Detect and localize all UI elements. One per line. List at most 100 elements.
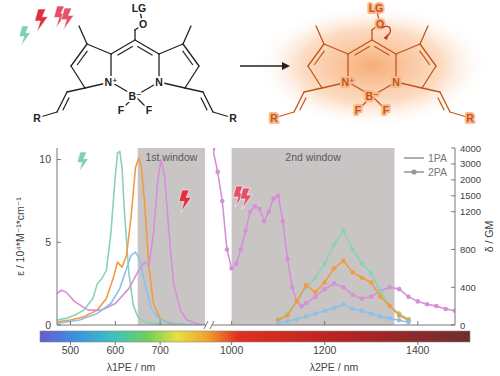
double-bond [314, 51, 324, 65]
bond [440, 92, 450, 112]
data-point [299, 304, 304, 309]
y2-tick-label: 400 [460, 282, 476, 293]
data-point [322, 280, 327, 285]
double-bond [77, 51, 87, 65]
series-line [278, 231, 408, 320]
bond [203, 92, 213, 112]
bond [134, 30, 135, 40]
double-bond [355, 46, 370, 55]
lightning-icon [61, 8, 74, 30]
series-line [57, 158, 205, 325]
data-point [350, 270, 355, 275]
data-point [360, 309, 365, 314]
x-tick [324, 321, 325, 325]
data-point [290, 285, 295, 290]
data-point [215, 170, 220, 175]
atom-label: B⁻ [365, 90, 378, 102]
bond [324, 44, 348, 54]
data-point [322, 261, 327, 266]
bond [183, 26, 191, 44]
double-bond [201, 97, 207, 110]
legend-marker [411, 169, 416, 174]
window-label: 1st window [145, 151, 197, 163]
data-point [304, 283, 309, 288]
data-point [285, 313, 290, 318]
data-point [332, 266, 337, 271]
series-line [57, 160, 205, 325]
data-point [225, 247, 230, 252]
bond [396, 44, 420, 54]
data-point [369, 280, 374, 285]
double-bond [118, 46, 133, 55]
data-point [341, 302, 346, 307]
y-axis-title: ε / 10⁴*M⁻¹*cm⁻¹ [14, 197, 26, 276]
x-axis [212, 325, 455, 326]
data-point [406, 294, 411, 299]
data-point [332, 281, 337, 286]
x-tick-label: 1200 [313, 344, 337, 356]
data-point [248, 209, 253, 214]
data-point [443, 307, 448, 312]
bond [422, 88, 440, 92]
x-axis-title: λ2PE / nm [310, 361, 359, 373]
y-tick-label: 5 [45, 236, 51, 248]
atom-label: F [118, 104, 125, 116]
data-point [313, 311, 318, 316]
data-point [271, 196, 276, 201]
x-tick [231, 321, 232, 325]
atom-label: LG [369, 2, 384, 14]
double-bond [420, 51, 430, 65]
data-point [332, 242, 337, 247]
cleavage-arrow [381, 26, 390, 38]
data-point [369, 294, 374, 299]
y-tick [57, 159, 61, 160]
series-line [278, 304, 408, 323]
atom-label: B⁻ [128, 90, 141, 102]
data-point [397, 318, 402, 323]
lightning-icon [35, 9, 48, 32]
colorbar [40, 331, 470, 342]
data-point [415, 299, 420, 304]
y-tick-label: 0 [45, 319, 51, 331]
data-point [322, 309, 327, 314]
y2-tick [451, 211, 455, 212]
double-bond [300, 97, 306, 110]
axis-break [204, 321, 208, 329]
data-point [350, 292, 355, 297]
data-point [388, 285, 393, 290]
y2-tick [451, 195, 455, 196]
axis-break [210, 321, 214, 329]
data-point [341, 285, 346, 290]
series-group [213, 148, 455, 325]
y-axis [57, 148, 58, 325]
data-point [397, 313, 402, 318]
y2-tick-label: 0 [460, 320, 465, 331]
reaction-arrow [240, 65, 284, 67]
data-point [388, 304, 393, 309]
data-point [341, 259, 346, 264]
data-point [243, 228, 248, 233]
data-point [253, 204, 258, 209]
data-point [285, 319, 290, 324]
bond [316, 26, 324, 44]
y2-tick-label: 800 [460, 244, 476, 255]
bond [304, 88, 322, 92]
bond [308, 44, 324, 66]
y2-axis-title: δ / GM [483, 221, 495, 253]
bond [57, 92, 67, 112]
bond [308, 66, 322, 88]
bond [67, 88, 85, 92]
bond [185, 88, 203, 92]
y2-axis [455, 148, 456, 325]
bond [71, 66, 85, 88]
figure: LGON⁺NB⁻FFRRLGON⁺NB⁻FFRR1st window2nd wi… [0, 0, 500, 376]
double-bond [137, 46, 152, 55]
lightning-icon [240, 188, 252, 209]
bond [183, 44, 199, 66]
data-point [281, 219, 286, 224]
y2-tick [451, 287, 455, 288]
x-tick-label: 700 [151, 344, 169, 356]
atom-label: N [392, 76, 400, 88]
bond [371, 30, 372, 40]
molecule: LGON⁺NB⁻FFRR [33, 2, 237, 124]
